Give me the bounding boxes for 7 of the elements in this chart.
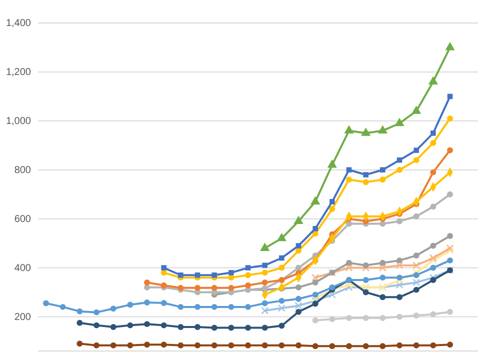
y-tick-label: 600 — [14, 214, 32, 226]
y-tick-label: 1,000 — [6, 116, 32, 128]
y-tick-label: 400 — [14, 262, 32, 274]
y-tick-label: 1,200 — [6, 67, 32, 78]
y-tick-label: 1,400 — [6, 18, 32, 30]
y-tick-label: 800 — [14, 165, 32, 176]
y-tick-label: 200 — [14, 312, 32, 323]
